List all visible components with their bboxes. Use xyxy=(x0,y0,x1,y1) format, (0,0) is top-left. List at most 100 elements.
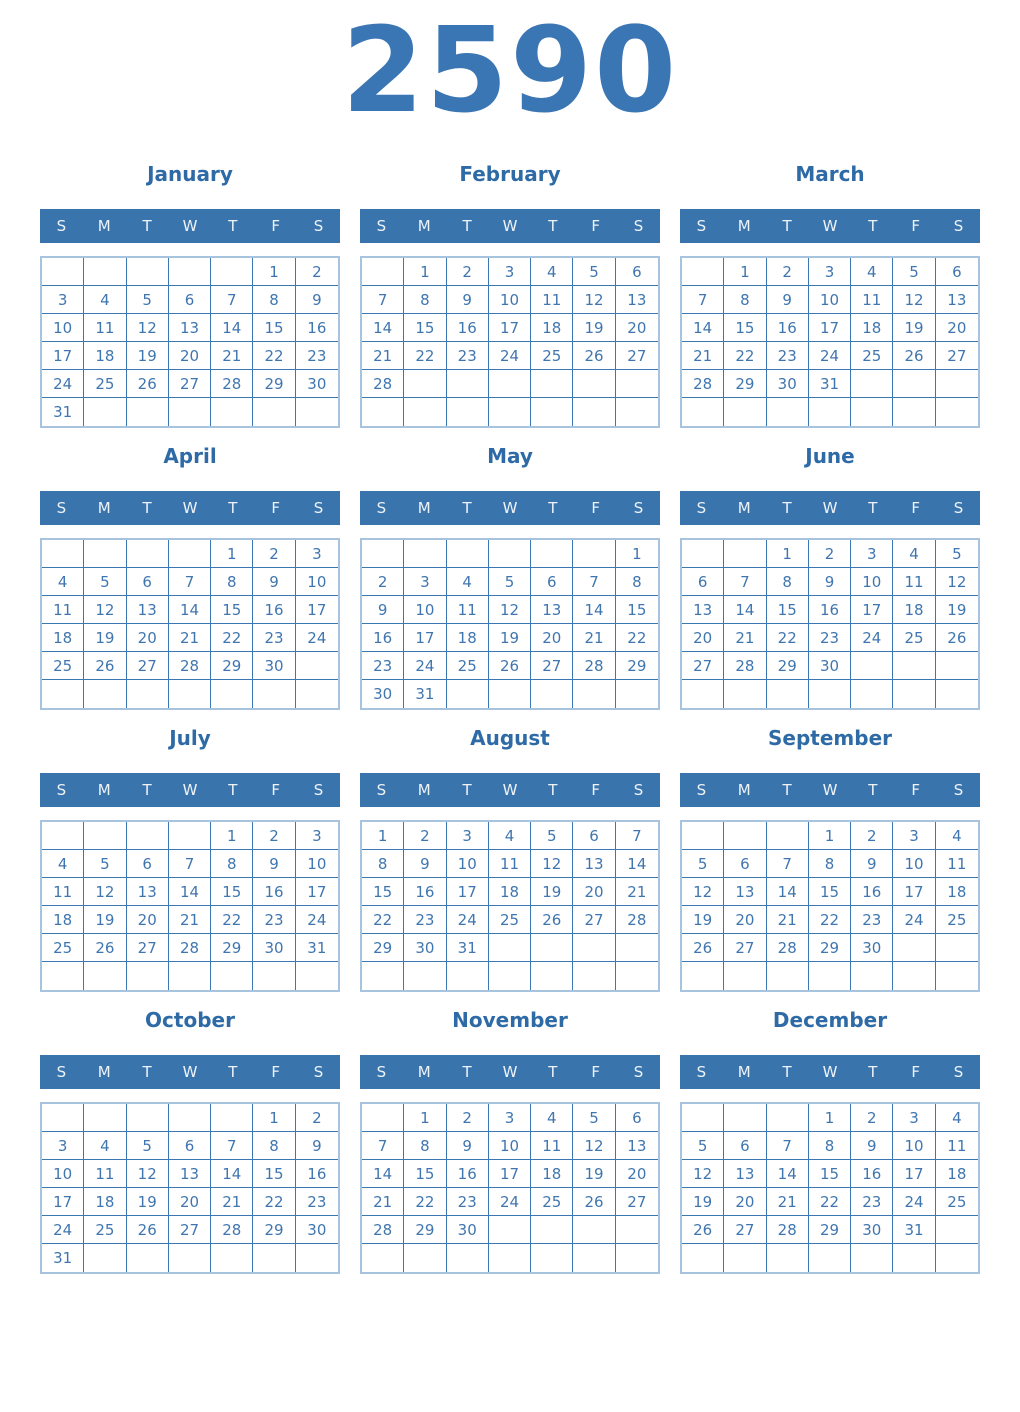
day-cell: 9 xyxy=(851,850,894,878)
day-cell: 30 xyxy=(253,652,296,680)
day-cell: 14 xyxy=(211,1160,254,1188)
day-cell: 5 xyxy=(573,1104,616,1132)
day-cell: 6 xyxy=(935,258,978,286)
day-cell: 11 xyxy=(42,596,85,624)
empty-day-cell xyxy=(851,680,894,708)
empty-day-cell xyxy=(253,962,296,990)
empty-day-cell xyxy=(936,1244,978,1272)
day-cell: 10 xyxy=(295,568,338,596)
weekday-label: F xyxy=(911,1063,921,1081)
day-cell: 24 xyxy=(893,906,936,934)
weekday-label: M xyxy=(97,781,111,799)
day-cell: 7 xyxy=(168,568,212,596)
day-cell: 22 xyxy=(808,1188,852,1216)
day-cell: 9 xyxy=(808,568,852,596)
weekday-label: M xyxy=(417,217,431,235)
day-cell: 12 xyxy=(935,568,978,596)
day-cell: 22 xyxy=(211,906,254,934)
empty-day-cell xyxy=(127,398,169,426)
day-cell: 27 xyxy=(682,652,725,680)
day-cell: 9 xyxy=(295,286,338,314)
day-cell: 30 xyxy=(851,1216,894,1244)
day-cell: 5 xyxy=(935,540,978,568)
day-cell: 19 xyxy=(488,624,532,652)
day-cell: 13 xyxy=(682,596,725,624)
day-cell: 24 xyxy=(893,1188,936,1216)
day-cell: 3 xyxy=(446,822,489,850)
day-cell: 19 xyxy=(573,1160,616,1188)
day-grid: 1 2 3 4 5 6 7 8 9 10 11 12 13 14 15 16 17 18 19 20 21 22 23 24 2… xyxy=(40,256,340,428)
weekday-label: M xyxy=(737,781,751,799)
day-cell: 11 xyxy=(446,596,489,624)
empty-day-cell xyxy=(573,370,616,398)
day-grid: 1 2 3 4 5 6 7 8 9 10 11 12 13 14 15 16 17 18 19 20 21 22 23 24 2… xyxy=(40,1102,340,1274)
day-cell: 15 xyxy=(253,314,296,342)
weekday-label: S xyxy=(56,781,67,799)
empty-day-cell xyxy=(809,962,852,990)
day-cell: 6 xyxy=(615,1104,658,1132)
empty-day-cell xyxy=(296,962,338,990)
day-cell: 18 xyxy=(84,1188,127,1216)
day-cell: 12 xyxy=(126,1160,169,1188)
weekday-label: S xyxy=(633,1063,644,1081)
day-cell: 29 xyxy=(724,370,767,398)
day-grid: 1 2 3 4 5 6 7 8 9 10 11 12 13 14 15 16 17 18 19 20 21 22 23 24 2… xyxy=(680,256,980,428)
day-cell: 3 xyxy=(893,1104,936,1132)
day-cell: 10 xyxy=(488,1132,532,1160)
day-cell: 19 xyxy=(893,314,936,342)
day-cell: 22 xyxy=(404,342,447,370)
empty-day-cell xyxy=(169,680,212,708)
weekday-label: T xyxy=(548,217,558,235)
day-cell: 8 xyxy=(615,568,658,596)
weekday-label: S xyxy=(696,781,707,799)
day-cell: 26 xyxy=(682,1216,725,1244)
weekday-label: S xyxy=(56,1063,67,1081)
day-cell: 2 xyxy=(404,822,447,850)
weekday-label: W xyxy=(822,1063,838,1081)
day-cell: 31 xyxy=(446,934,489,962)
empty-day-cell xyxy=(127,680,169,708)
weekday-label: S xyxy=(953,499,964,517)
day-cell: 27 xyxy=(126,934,169,962)
empty-day-cell xyxy=(126,1104,169,1132)
day-cell: 2 xyxy=(253,540,296,568)
day-cell: 26 xyxy=(573,1188,616,1216)
day-grid: 1 2 3 4 5 6 7 8 9 10 11 12 13 14 15 16 17 18 19 20 21 22 23 24 2… xyxy=(680,1102,980,1274)
weekday-label: S xyxy=(696,499,707,517)
empty-day-cell xyxy=(573,1216,616,1244)
day-cell: 5 xyxy=(531,822,574,850)
day-cell: 22 xyxy=(615,624,658,652)
empty-day-cell xyxy=(682,540,725,568)
weekday-label: T xyxy=(868,499,878,517)
day-cell: 24 xyxy=(42,1216,85,1244)
day-cell: 7 xyxy=(168,850,212,878)
weekday-label: W xyxy=(182,499,198,517)
day-cell: 31 xyxy=(893,1216,936,1244)
month-title: January xyxy=(147,162,233,186)
day-cell: 28 xyxy=(573,652,616,680)
day-cell: 30 xyxy=(404,934,447,962)
day-cell: 9 xyxy=(295,1132,338,1160)
day-cell: 20 xyxy=(615,1160,658,1188)
day-cell: 21 xyxy=(168,624,212,652)
empty-day-cell xyxy=(488,370,532,398)
day-cell: 30 xyxy=(808,652,852,680)
day-cell: 10 xyxy=(893,1132,936,1160)
empty-day-cell xyxy=(447,398,489,426)
day-cell: 29 xyxy=(615,652,658,680)
day-cell: 8 xyxy=(766,568,809,596)
day-cell: 8 xyxy=(253,1132,296,1160)
day-cell: 4 xyxy=(851,258,894,286)
weekday-label: S xyxy=(313,1063,324,1081)
day-cell: 27 xyxy=(168,1216,212,1244)
empty-day-cell xyxy=(84,540,127,568)
empty-day-cell xyxy=(211,1244,254,1272)
day-cell: 8 xyxy=(808,1132,852,1160)
day-cell: 24 xyxy=(488,1188,532,1216)
empty-day-cell xyxy=(489,680,532,708)
empty-day-cell xyxy=(851,1244,894,1272)
day-cell: 29 xyxy=(253,370,296,398)
month-title: August xyxy=(470,726,550,750)
